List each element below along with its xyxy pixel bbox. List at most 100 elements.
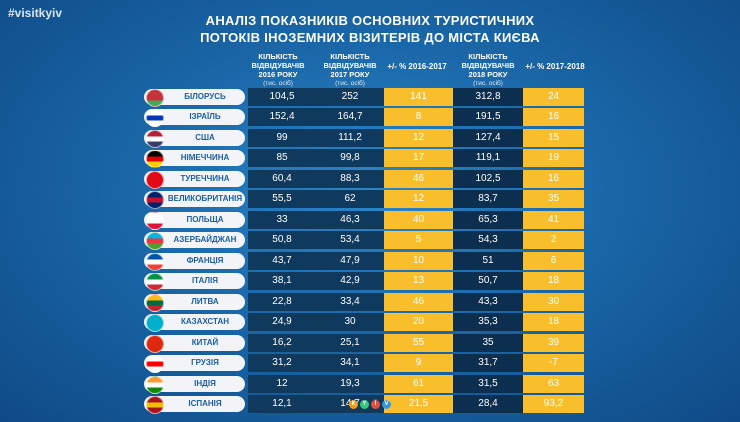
- country-name: КАЗАХСТАН: [165, 314, 245, 331]
- cell-2016: 104,5: [248, 88, 317, 106]
- table-row: ФРАНЦІЯ 43,7 47,9 10 51 6: [144, 251, 584, 271]
- cell-2017: 34,1: [316, 354, 384, 373]
- logo-letter: К: [349, 400, 358, 409]
- cell-pct-2017-2018: 18: [523, 313, 584, 332]
- cell-2017: 30: [316, 313, 384, 332]
- table-row: НІМЕЧЧИНА 85 99,8 17 119,1 19: [144, 149, 584, 169]
- cell-pct-2017-2018: 16: [523, 108, 584, 127]
- cell-pct-2016-2017: 12: [384, 190, 453, 209]
- cell-2018: 191,5: [453, 108, 523, 127]
- country-name: ІСПАНІЯ: [165, 396, 245, 413]
- country-flag-icon: [146, 232, 164, 251]
- cell-2018: 65,3: [453, 210, 523, 229]
- cell-2018: 312,8: [453, 88, 523, 106]
- cell-2016: 16,2: [248, 333, 317, 352]
- table-row: ГРУЗІЯ 31,2 34,1 9 31,7 -7: [144, 354, 584, 374]
- country-flag-icon: [146, 355, 164, 374]
- cell-2018: 102,5: [453, 169, 523, 188]
- table-row: ПОЛЬЩА 33 46,3 40 65,3 41: [144, 210, 584, 230]
- table-row: ІНДІЯ 12 19,3 61 31,5 63: [144, 374, 584, 394]
- cell-pct-2017-2018: 30: [523, 292, 584, 311]
- cell-2018: 35: [453, 333, 523, 352]
- cell-pct-2016-2017: 40: [384, 210, 453, 229]
- title-line-2: ПОТОКІВ ІНОЗЕМНИХ ВІЗИТЕРІВ ДО МІСТА КИЄ…: [200, 30, 540, 45]
- cell-pct-2016-2017: 20: [384, 313, 453, 332]
- country-name: НІМЕЧЧИНА: [165, 150, 245, 167]
- country-flag-icon: [146, 375, 164, 394]
- cell-pct-2016-2017: 55: [384, 333, 453, 352]
- country-name: ІНДІЯ: [165, 375, 245, 392]
- header-2018: КІЛЬКІСТЬ ВІДВІДУВАЧІВ 2018 РОКУ (тис. о…: [457, 52, 519, 88]
- cell-pct-2016-2017: 46: [384, 292, 453, 311]
- table-row: ІТАЛІЯ 38,1 42,9 13 50,7 18: [144, 272, 584, 292]
- cell-pct-2017-2018: 24: [523, 88, 584, 106]
- country-flag-icon: [146, 109, 164, 128]
- cell-2018: 43,3: [453, 292, 523, 311]
- country-name: КИТАЙ: [165, 334, 245, 351]
- cell-pct-2017-2018: 19: [523, 149, 584, 168]
- table-row: ІЗРАЇЛЬ 152,4 164,7 8 191,5 16: [144, 108, 584, 128]
- table-row: ВЕЛИКОБРИТАНІЯ 55,5 62 12 83,7 35: [144, 190, 584, 210]
- cell-2016: 43,7: [248, 251, 317, 270]
- cell-2018: 31,5: [453, 374, 523, 393]
- cell-2018: 83,7: [453, 190, 523, 209]
- cell-2017: 88,3: [316, 169, 384, 188]
- cell-2016: 85: [248, 149, 317, 168]
- header-2016-unit: (тис. осіб): [263, 80, 293, 87]
- cell-2017: 25,1: [316, 333, 384, 352]
- cell-2017: 33,4: [316, 292, 384, 311]
- cell-pct-2016-2017: 12: [384, 128, 453, 147]
- page-title: АНАЛІЗ ПОКАЗНИКІВ ОСНОВНИХ ТУРИСТИЧНИХ П…: [150, 12, 590, 46]
- title-line-1: АНАЛІЗ ПОКАЗНИКІВ ОСНОВНИХ ТУРИСТИЧНИХ: [205, 13, 535, 28]
- table-row: КИТАЙ 16,2 25,1 55 35 39: [144, 333, 584, 353]
- table-row: ТУРЕЧЧИНА 60,4 88,3 46 102,5 16: [144, 169, 584, 189]
- country-flag-icon: [146, 396, 164, 415]
- cell-2016: 33: [248, 210, 317, 229]
- cell-pct-2017-2018: 6: [523, 251, 584, 270]
- cell-2016: 60,4: [248, 169, 317, 188]
- country-flag-icon: [146, 191, 164, 210]
- logo-letter: V: [382, 400, 391, 409]
- cell-2017: 252: [316, 88, 384, 106]
- cell-pct-2017-2018: 63: [523, 374, 584, 393]
- cell-2016: 55,5: [248, 190, 317, 209]
- cell-2016: 99: [248, 128, 317, 147]
- cell-pct-2017-2018: 93,2: [523, 395, 584, 414]
- cell-2016: 50,8: [248, 231, 317, 250]
- cell-pct-2016-2017: 13: [384, 272, 453, 291]
- country-name: ІЗРАЇЛЬ: [165, 109, 245, 126]
- cell-pct-2017-2018: 41: [523, 210, 584, 229]
- cell-2018: 28,4: [453, 395, 523, 414]
- country-name: ЛИТВА: [165, 293, 245, 310]
- header-2017: КІЛЬКІСТЬ ВІДВІДУВАЧІВ 2017 РОКУ (тис. о…: [319, 52, 381, 88]
- cell-2017: 111,2: [316, 128, 384, 147]
- country-name: ГРУЗІЯ: [165, 355, 245, 372]
- cell-2017: 19,3: [316, 374, 384, 393]
- table-row: КАЗАХСТАН 24,9 30 20 35,3 18: [144, 313, 584, 333]
- header-2017-unit: (тис. осіб): [335, 80, 365, 87]
- country-name: АЗЕРБАЙДЖАН: [165, 232, 245, 249]
- cell-2016: 38,1: [248, 272, 317, 291]
- logo-letter: Y: [360, 400, 369, 409]
- country-name: ФРАНЦІЯ: [165, 252, 245, 269]
- table-row: США 99 111,2 12 127,4 15: [144, 128, 584, 148]
- cell-pct-2017-2018: 35: [523, 190, 584, 209]
- header-2018-unit: (тис. осіб): [473, 80, 503, 87]
- header-pct-2016-2017: +/- % 2016-2017: [387, 62, 447, 71]
- country-flag-icon: [146, 170, 164, 189]
- header-2017-label: КІЛЬКІСТЬ ВІДВІДУВАЧІВ 2017 РОКУ: [323, 52, 377, 79]
- cell-2018: 127,4: [453, 128, 523, 147]
- visitors-table: БІЛОРУСЬ 104,5 252 141 312,8 24 ІЗРАЇЛЬ 152,4 16…: [144, 88, 584, 416]
- cell-pct-2016-2017: 8: [384, 108, 453, 127]
- cell-2018: 51: [453, 251, 523, 270]
- table-row: АЗЕРБАЙДЖАН 50,8 53,4 5 54,3 2: [144, 231, 584, 251]
- country-name: ВЕЛИКОБРИТАНІЯ: [165, 191, 245, 208]
- country-flag-icon: [146, 273, 164, 292]
- cell-pct-2016-2017: 9: [384, 354, 453, 373]
- country-flag-icon: [146, 314, 164, 333]
- cell-pct-2017-2018: -7: [523, 354, 584, 373]
- country-name: ТУРЕЧЧИНА: [165, 170, 245, 187]
- cell-2016: 12: [248, 374, 317, 393]
- cell-2017: 46,3: [316, 210, 384, 229]
